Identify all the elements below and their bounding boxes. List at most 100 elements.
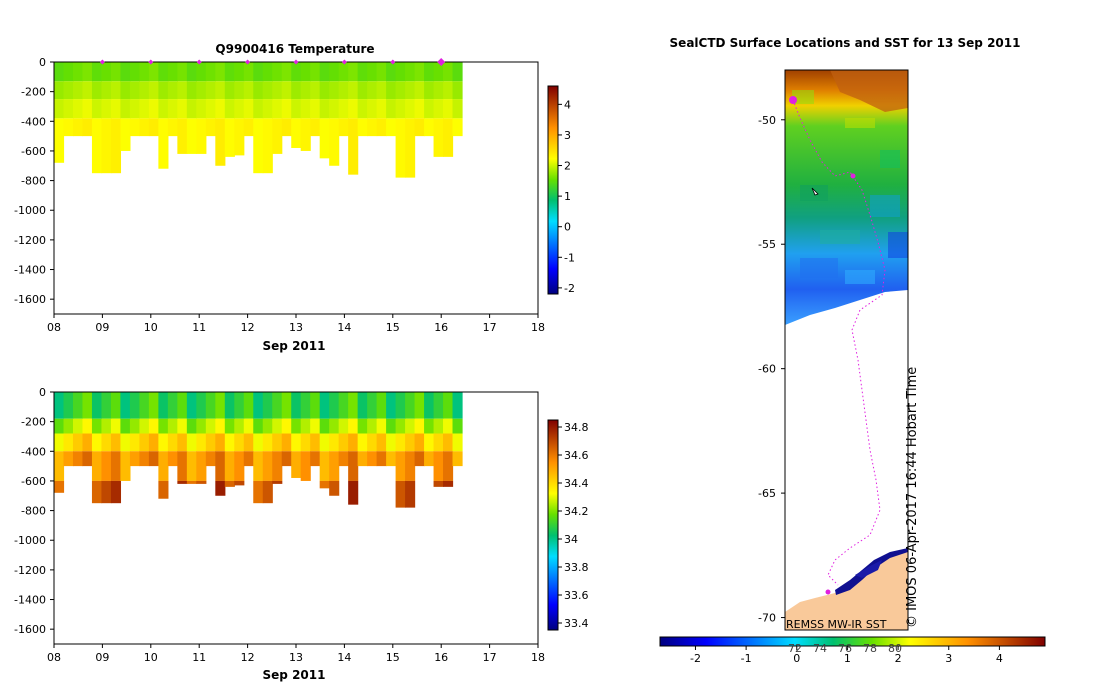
profile-cell xyxy=(110,118,122,174)
profile-cell xyxy=(253,418,264,434)
profile-cell xyxy=(433,451,444,481)
profile-cell xyxy=(338,418,349,434)
profile-cell xyxy=(424,62,435,82)
y-tick-label: -1600 xyxy=(14,293,46,306)
profile-cell xyxy=(253,451,264,481)
profile-cell xyxy=(300,81,311,100)
profile-cell xyxy=(414,81,425,100)
profile-cell xyxy=(300,118,311,151)
profile-cell xyxy=(186,433,197,452)
profile-cell xyxy=(129,118,140,137)
profile-cell xyxy=(177,451,188,481)
profile-cell xyxy=(63,62,74,82)
x-tick-label: 18 xyxy=(531,651,545,664)
profile-cell xyxy=(262,433,273,452)
profile-cell xyxy=(281,81,292,100)
profile-cell xyxy=(139,99,150,119)
profile-cell xyxy=(224,62,235,82)
profile-cell xyxy=(386,118,397,137)
profile-cell xyxy=(63,81,74,100)
profile-cell xyxy=(205,118,216,137)
profile-cell xyxy=(452,433,463,452)
profile-cell xyxy=(148,81,159,100)
profile-cell xyxy=(196,418,207,434)
salinity-colorbar-ticks: 34.8 34.6 34.4 34.2 34 33.8 33.6 33.4 xyxy=(558,421,589,630)
salinity-colorbar xyxy=(547,419,559,631)
profile-cell xyxy=(186,480,197,484)
temperature-section-chart: Q9900416 Temperature 0 -200 -400 -600 -800 -1… xyxy=(14,42,575,353)
coastal-cold-band xyxy=(835,548,908,595)
profile-cell xyxy=(177,99,188,119)
profile-cell xyxy=(196,81,207,100)
profile-cell xyxy=(158,81,169,100)
x-tick-label: 09 xyxy=(95,321,109,334)
profile-cell xyxy=(177,418,188,434)
profile-cell xyxy=(82,81,93,100)
profile-cell xyxy=(300,392,311,419)
profile-cell xyxy=(177,433,188,452)
profile-cell xyxy=(224,451,235,481)
profile-cell xyxy=(243,433,254,452)
x-tick-label: 18 xyxy=(531,321,545,334)
profile-cell xyxy=(243,99,254,119)
profile-cell xyxy=(386,62,397,82)
profile-cell xyxy=(443,62,454,82)
profile-cell xyxy=(148,451,159,467)
profile-cell xyxy=(177,480,188,484)
profile-cell xyxy=(414,62,425,82)
profile-cell xyxy=(452,118,463,137)
profile-cell xyxy=(262,418,273,434)
profile-cell xyxy=(101,81,112,100)
profile-cell xyxy=(281,418,292,434)
profile-cell xyxy=(120,433,131,452)
profile-cell xyxy=(357,81,368,100)
profile-cell xyxy=(158,62,169,82)
profile-cell xyxy=(405,81,416,100)
profile-cell xyxy=(224,118,235,157)
profile-cell xyxy=(129,81,140,100)
profile-cell xyxy=(367,62,378,82)
profile-cell xyxy=(54,480,65,493)
sst-overlay-label: 76 xyxy=(838,642,852,655)
profile-cell xyxy=(54,392,65,419)
profile-cell xyxy=(329,451,340,481)
sst-overlay-label: 78 xyxy=(863,642,877,655)
temperature-colorbar xyxy=(547,85,559,295)
colorbar-tick-label: -2 xyxy=(564,282,575,295)
profile-cell xyxy=(101,433,112,452)
profile-cell xyxy=(148,392,159,419)
lat-tick-label: -60 xyxy=(758,363,776,376)
profile-cell xyxy=(414,118,425,137)
latitude-axis: -50 -55 -60 -65 -70 xyxy=(758,114,785,625)
profile-cell xyxy=(91,480,103,504)
profile-cell xyxy=(310,81,321,100)
profile-cell xyxy=(243,62,254,82)
y-tick-label: -200 xyxy=(21,86,46,99)
profile-cell xyxy=(120,418,131,434)
colorbar-tick-label: 34.6 xyxy=(564,449,589,462)
colorbar-tick-label: 4 xyxy=(564,98,571,111)
profile-cell xyxy=(329,118,340,166)
profile-cell xyxy=(158,418,169,434)
profile-cell xyxy=(72,433,84,452)
profile-cell xyxy=(272,418,283,434)
temperature-colorbar-ticks: 4 3 2 1 0 -1 -2 xyxy=(558,98,575,295)
profile-cell xyxy=(224,433,235,452)
profile-cell xyxy=(139,392,150,419)
profile-cell xyxy=(348,480,359,505)
profile-cell xyxy=(357,451,368,467)
profile-cell xyxy=(262,451,273,481)
profile-cell xyxy=(196,480,207,484)
x-tick-label: 12 xyxy=(241,321,255,334)
profile-cell xyxy=(386,451,397,467)
profile-cell xyxy=(452,81,463,100)
lat-tick-label: -70 xyxy=(758,612,776,625)
profile-cell xyxy=(234,118,245,156)
profile-cell xyxy=(395,62,406,82)
profile-cell xyxy=(91,62,103,82)
profile-cell xyxy=(443,480,454,487)
profile-cell xyxy=(91,392,103,419)
profile-cell xyxy=(395,451,406,481)
profile-cell xyxy=(243,118,254,137)
profile-cell xyxy=(395,99,406,119)
